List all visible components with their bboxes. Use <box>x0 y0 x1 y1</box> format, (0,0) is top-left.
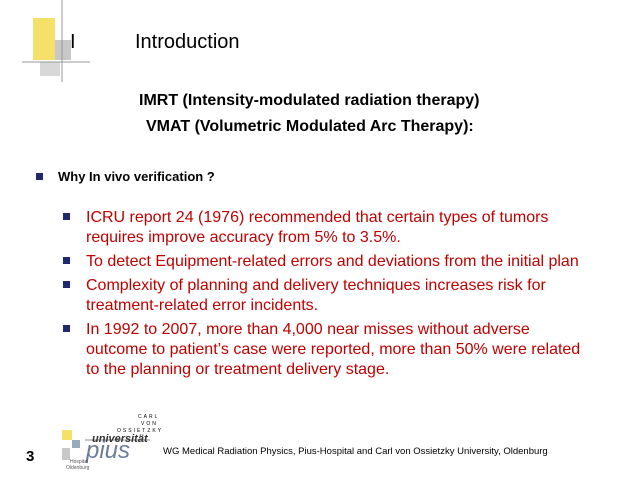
bullet <box>63 257 70 264</box>
logo-text: VON <box>141 421 158 427</box>
bullet-text: Complexity of planning and delivery tech… <box>86 277 546 294</box>
bullet <box>63 213 70 220</box>
gray-square <box>55 40 71 60</box>
bullet-text: requires improve accuracy from 5% to 3.5… <box>86 229 401 246</box>
logo-square <box>72 440 80 448</box>
bullet <box>63 325 70 332</box>
question: Why In vivo verification ? <box>58 169 215 184</box>
logo-text: Oldenburg <box>66 465 90 471</box>
bullet-text: outcome to patient’s case were reported,… <box>86 341 581 358</box>
yellow-square <box>33 18 55 60</box>
logo-text: OSSIETZKY <box>117 428 164 434</box>
footer-text: WG Medical Radiation Physics, Pius-Hospi… <box>163 446 548 457</box>
page-number: 3 <box>26 448 35 465</box>
logo-text: pius <box>86 437 131 464</box>
subtitle: VMAT (Volumetric Modulated Arc Therapy): <box>146 118 474 135</box>
section-number: I <box>70 31 76 53</box>
bullet-text: To detect Equipment-related errors and d… <box>86 253 579 270</box>
logo-text: CARL <box>138 414 160 420</box>
logo-graphic <box>62 430 150 460</box>
bullet-text: to the planning or treatment delivery st… <box>86 361 390 378</box>
logo-square <box>62 430 72 440</box>
gray-square <box>40 62 60 76</box>
bullet <box>63 281 70 288</box>
bullet <box>36 173 43 180</box>
bullet-text: In 1992 to 2007, more than 4,000 near mi… <box>86 321 530 338</box>
bullet-text: ICRU report 24 (1976) recommended that c… <box>86 209 549 226</box>
slide-title: Introduction <box>135 31 240 53</box>
bullet-text: treatment-related error incidents. <box>86 297 319 314</box>
logo-square <box>62 448 70 460</box>
logo-text: Hospital <box>70 459 89 465</box>
logo-text: universität <box>92 433 148 445</box>
subtitle: IMRT (Intensity-modulated radiation ther… <box>139 92 480 109</box>
